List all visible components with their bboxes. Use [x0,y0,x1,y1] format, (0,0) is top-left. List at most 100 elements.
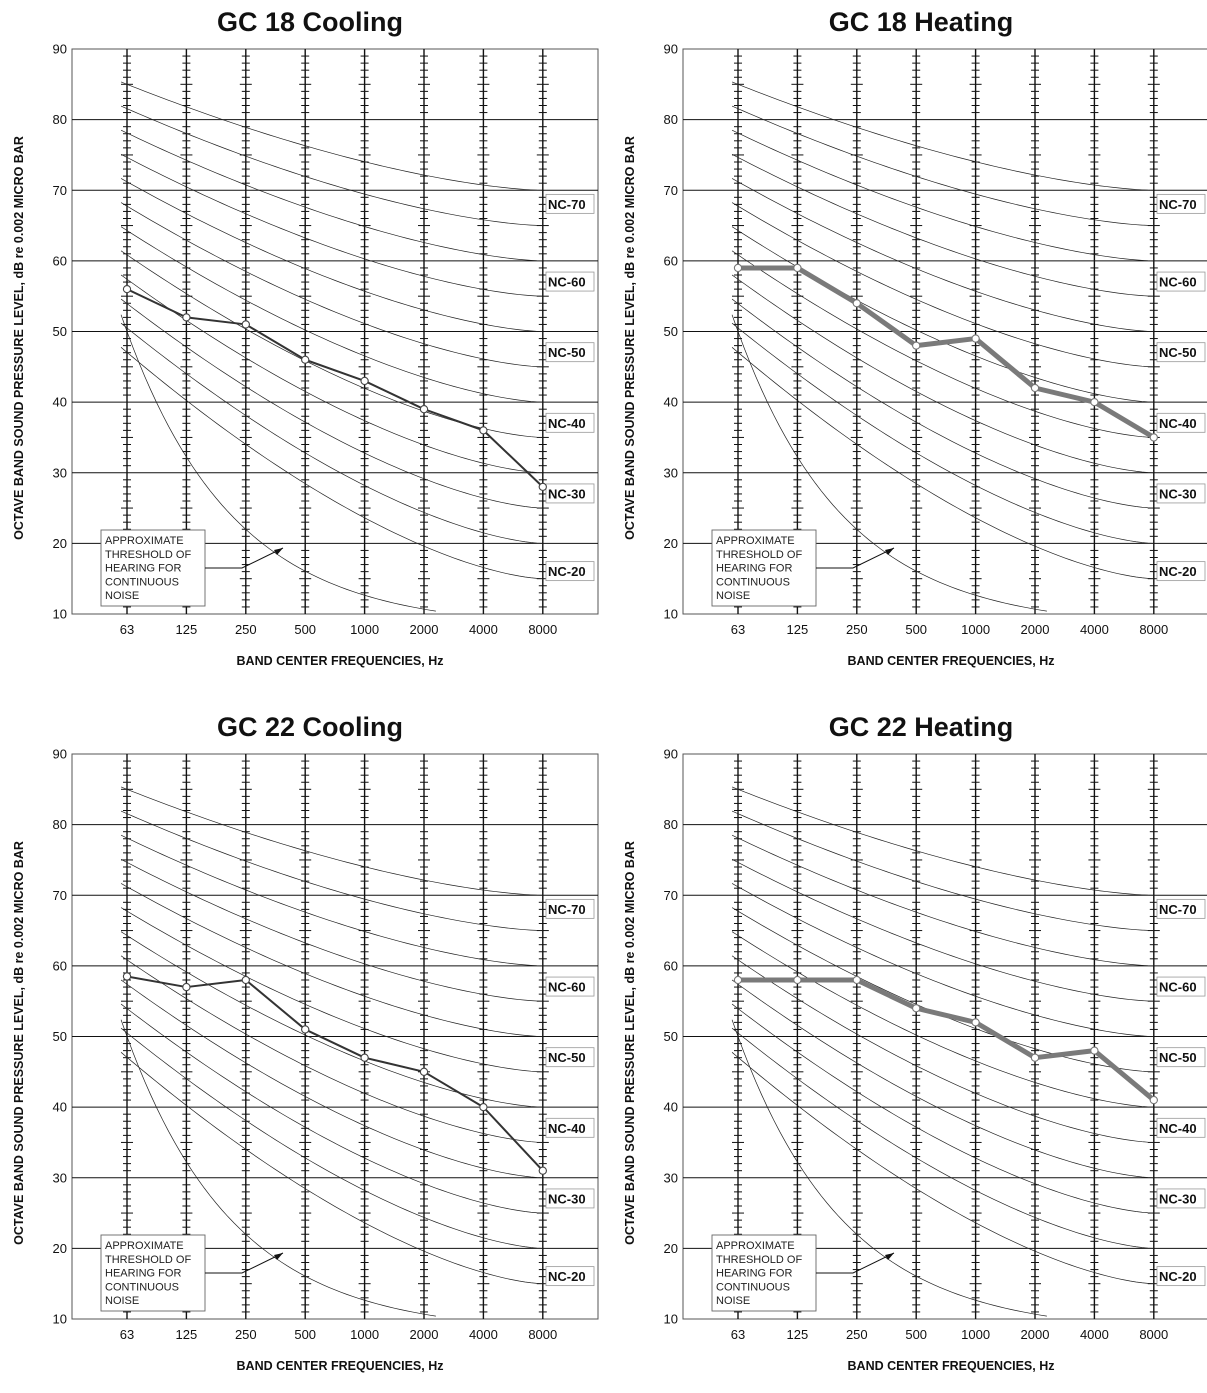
nc-curve [731,979,1154,1179]
nc-label: NC-70 [548,902,586,917]
data-point-8000 [538,482,547,492]
nc-curve [731,883,1154,1037]
nc-curve [731,955,1154,1143]
nc-label-box [1156,412,1206,433]
data-point-4000 [479,426,488,435]
x-axis-label: BAND CENTER FREQUENCIES, Hz [237,654,444,668]
data-point-1000 [971,1018,980,1027]
nc-label-box [1156,561,1206,582]
x-tick-label: 2000 [1021,1327,1050,1342]
nc-label-box [1156,342,1206,363]
nc-label-box [545,412,595,433]
y-axis-label: OCTAVE BAND SOUND PRESSURE LEVEL, dB re … [623,841,637,1245]
data-point-500 [912,1004,921,1013]
nc-curve [120,786,543,896]
data-point-125 [793,975,802,985]
y-tick-label: 90 [53,42,67,57]
x-tick-label: 500 [294,622,316,637]
y-tick-label: 10 [664,607,678,622]
nc-curve [120,81,543,191]
data-point-1000 [971,334,980,343]
y-tick-label: 40 [53,1100,67,1115]
threshold-curve [120,314,436,612]
data-point-500 [301,1025,310,1034]
y-tick-label: 70 [664,888,678,903]
data-point-125 [182,982,191,992]
y-tick-label: 20 [664,536,678,551]
annotation-box [711,529,817,607]
nc-curve [120,883,543,1037]
nc-curve [120,979,543,1179]
y-tick-label: 10 [53,1312,67,1327]
nc-label: NC-50 [1159,1050,1197,1065]
nc-label-box [545,898,595,919]
chart-panel-gc22-cooling: GC 22 Cooling 10 20 30 40 50 60 70 80 90 63 125 250 5… [0,705,603,1393]
nc-label: NC-70 [1159,197,1197,212]
x-tick-label: 63 [731,1327,745,1342]
y-tick-label: 30 [664,1170,678,1185]
nc-curve [731,1003,1154,1214]
x-tick-label: 1000 [961,1327,990,1342]
nc-label: NC-60 [1159,275,1197,290]
y-tick-label: 50 [53,324,67,339]
nc-curve [731,250,1154,438]
x-axis-label: BAND CENTER FREQUENCIES, Hz [848,654,1055,668]
data-series-line [126,288,544,488]
nc-curve [731,322,1154,544]
nc-curve [731,1027,1154,1249]
nc-label: NC-20 [548,1269,586,1284]
nc-label-box [1156,1117,1206,1138]
x-axis-label: BAND CENTER FREQUENCIES, Hz [237,1359,444,1373]
nc-label: NC-20 [1159,564,1197,579]
data-point-1000 [360,376,369,386]
y-tick-label: 50 [664,1029,678,1044]
data-point-2000 [419,405,429,414]
nc-curve [731,1052,1154,1285]
annotation-leader [816,1252,895,1274]
y-tick-label: 90 [664,42,678,57]
nc-curve [120,298,543,509]
chart-panel-gc18-cooling: GC 18 Cooling 10 20 30 40 50 60 70 80 90 63 125 250 5… [0,0,603,688]
y-tick-label: 90 [664,747,678,762]
x-tick-label: 125 [176,1327,198,1342]
nc-label-box [545,1266,595,1287]
x-tick-label: 500 [905,1327,927,1342]
y-tick-label: 20 [664,1241,678,1256]
annotation-text: APPROXIMATE THRESHOLD OF HEARING FOR CONTIN… [716,535,802,602]
nc-label-box [1156,193,1206,214]
x-tick-label: 2000 [1021,622,1050,637]
y-tick-label: 90 [53,747,67,762]
x-tick-label: 8000 [1139,1327,1168,1342]
data-series-line [738,265,1156,440]
nc-label-box [545,271,595,292]
data-point-2000 [419,1067,429,1076]
y-tick-label: 70 [53,888,67,903]
x-axis-label: BAND CENTER FREQUENCIES, Hz [848,1359,1055,1373]
data-point-63 [122,972,132,981]
x-tick-label: 125 [176,622,198,637]
nc-curve [120,202,543,368]
y-tick-label: 20 [53,1241,67,1256]
nc-curve [120,931,543,1108]
nc-label-box [1156,271,1206,292]
x-tick-label: 63 [120,622,134,637]
nc-curve [731,129,1154,262]
y-tick-label: 70 [53,183,67,198]
nc-curve [120,226,543,403]
nc-curve [120,859,543,1002]
data-point-4000 [479,1102,488,1112]
nc-label: NC-60 [548,275,586,290]
nc-curve [120,955,543,1143]
nc-curve [120,810,543,931]
nc-label: NC-30 [548,486,586,501]
nc-label: NC-20 [1159,1269,1197,1284]
chart-panel-gc22-heating: GC 22 Heating 10 20 30 40 50 60 70 80 90 63 125 250 5… [611,705,1207,1393]
data-point-125 [182,313,191,322]
nc-label: NC-40 [1159,416,1197,431]
nc-curve [120,347,543,580]
arrow-head-icon [885,548,894,555]
nc-label-box [545,1188,595,1209]
y-tick-label: 50 [664,324,678,339]
chart-title: GC 18 Cooling [217,7,403,37]
y-tick-label: 30 [664,465,678,480]
